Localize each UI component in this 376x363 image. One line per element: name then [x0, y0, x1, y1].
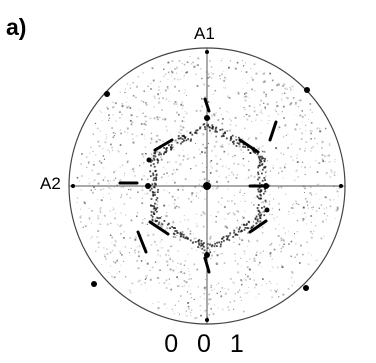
- intensity-scatter: [76, 56, 341, 320]
- axis-label-a1: A1: [194, 24, 215, 43]
- intensity-features: [71, 50, 343, 322]
- pole-label: 0 0 1: [164, 330, 250, 358]
- panel-label: a): [6, 14, 27, 40]
- axis-label-a2: A2: [40, 174, 61, 193]
